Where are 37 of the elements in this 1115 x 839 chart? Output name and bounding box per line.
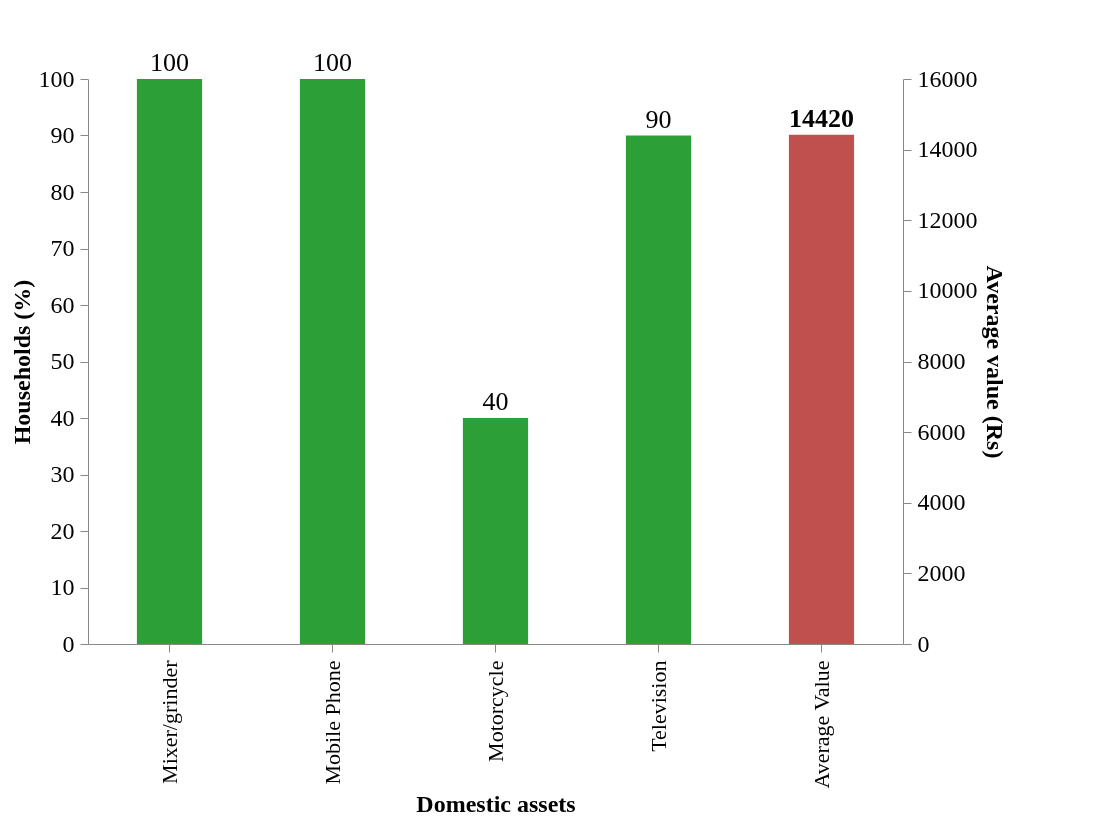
x-tick-label: Motorcycle (482, 660, 508, 762)
y2-tick-label: 12000 (917, 206, 978, 233)
y2-tick-label: 8000 (917, 348, 966, 374)
bar (462, 418, 529, 644)
y2-tick-label: 6000 (917, 418, 966, 445)
y-tick-label: 10 (50, 574, 75, 600)
bar (625, 135, 692, 644)
y2-tick-label: 16000 (917, 65, 978, 92)
y2-tick-label: 0 (917, 630, 930, 657)
y-axis-title: Households (%) (8, 279, 35, 445)
x-tick-label: Average Value (808, 660, 834, 789)
data-label: 100 (150, 48, 189, 77)
y-tick-label: 0 (62, 630, 75, 657)
data-label: 100 (313, 48, 352, 77)
y-tick-label: 50 (50, 348, 75, 374)
y2-tick-label: 10000 (917, 277, 978, 304)
y-tick-label: 100 (38, 65, 75, 92)
bar (136, 79, 203, 644)
y-tick-label: 40 (50, 404, 75, 431)
y-tick-label: 70 (50, 235, 75, 261)
bar (299, 79, 366, 644)
y2-axis-title: Average value (Rs) (981, 265, 1008, 459)
y-tick-label: 20 (50, 517, 75, 544)
x-tick-label: Mobile Phone (319, 660, 345, 785)
data-label: 90 (645, 104, 672, 134)
x-tick-label: Mixer/grinder (156, 659, 182, 784)
y-tick-label: 60 (50, 291, 75, 318)
y-tick-label: 30 (50, 461, 75, 487)
data-label: 40 (482, 387, 509, 416)
y2-tick-label: 4000 (917, 489, 966, 516)
x-axis-title: Domestic assets (416, 790, 576, 817)
x-tick-label: Television (645, 660, 671, 752)
y2-tick-label: 2000 (917, 559, 966, 586)
y2-tick-label: 14000 (917, 136, 978, 163)
y-tick-label: 90 (50, 122, 75, 148)
y-tick-label: 80 (50, 178, 75, 205)
data-label: 14420 (789, 103, 854, 133)
